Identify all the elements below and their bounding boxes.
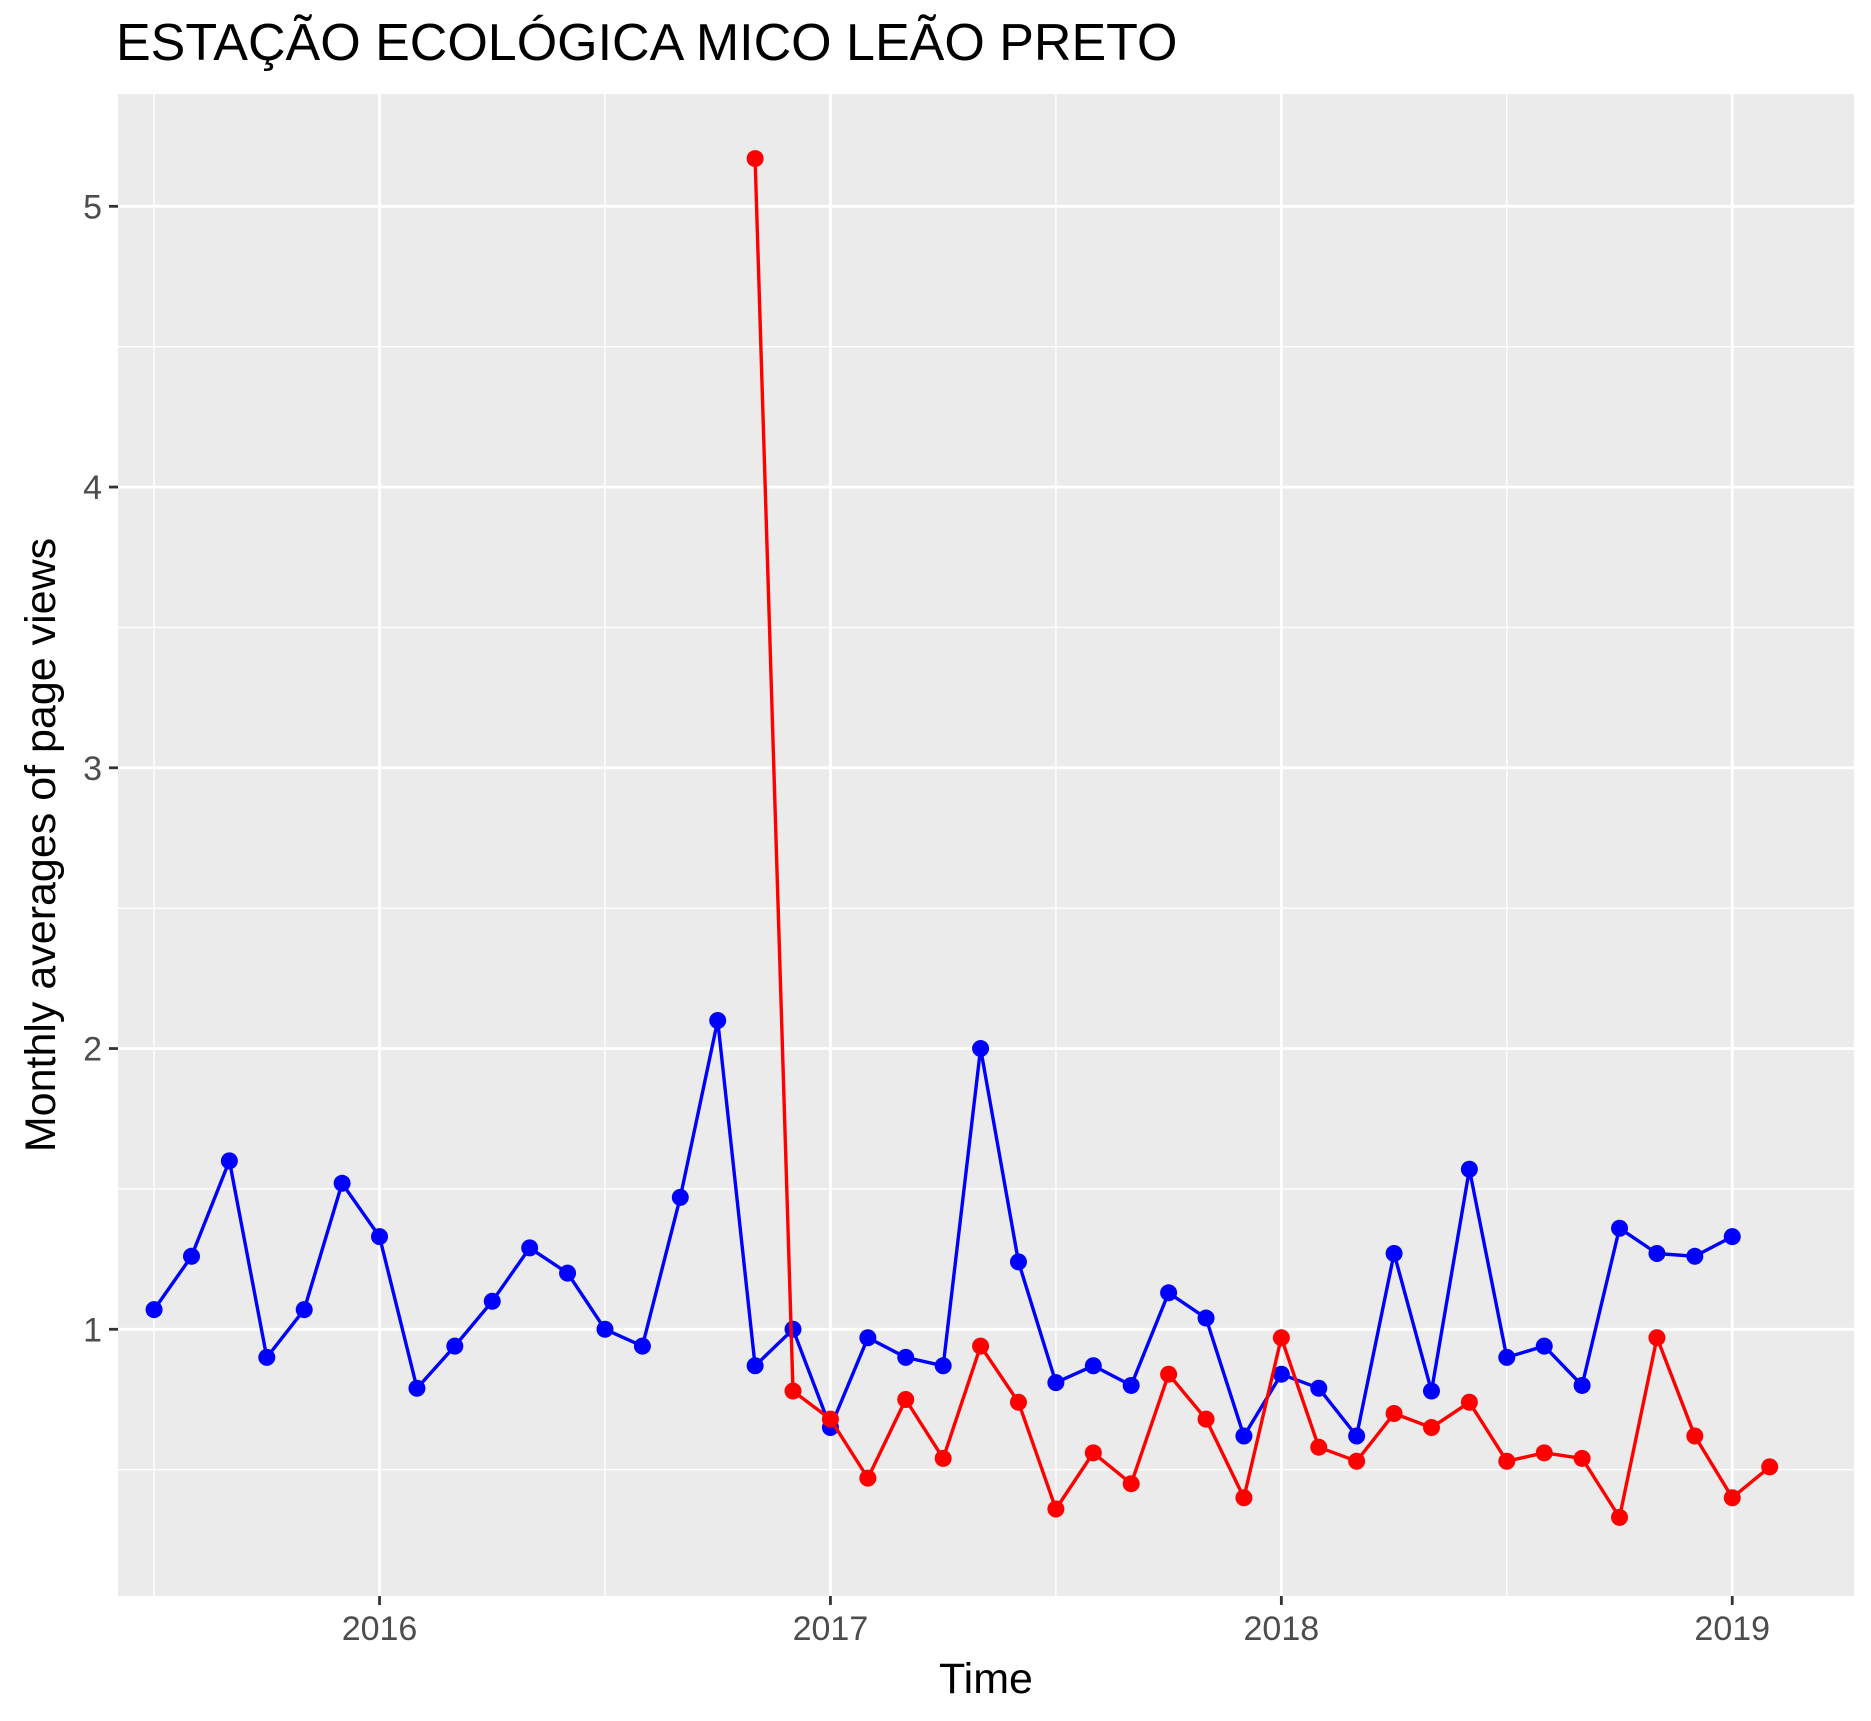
data-point xyxy=(1084,1357,1102,1375)
data-point xyxy=(1348,1427,1366,1445)
data-point xyxy=(1535,1444,1553,1462)
data-point xyxy=(1573,1376,1591,1394)
data-point xyxy=(671,1188,689,1206)
data-point xyxy=(784,1382,802,1400)
chart-title: ESTAÇÃO ECOLÓGICA MICO LEÃO PRETO xyxy=(116,14,1177,72)
data-point xyxy=(1611,1219,1629,1237)
data-point xyxy=(1686,1427,1704,1445)
data-point xyxy=(633,1337,651,1355)
data-point xyxy=(1385,1405,1403,1423)
data-point xyxy=(709,1011,727,1029)
x-axis: 2016 2017 2018 2019 xyxy=(342,1596,1770,1648)
data-point xyxy=(746,150,764,168)
y-tick-label: 1 xyxy=(83,1311,102,1349)
y-axis-title: Monthly averages of page views xyxy=(17,538,65,1152)
data-point xyxy=(1272,1365,1290,1383)
y-axis: 1 2 3 4 5 xyxy=(83,188,118,1349)
data-point xyxy=(1648,1329,1666,1347)
data-point xyxy=(972,1040,990,1058)
series-2 xyxy=(746,150,1779,1526)
data-point xyxy=(1348,1452,1366,1470)
data-point xyxy=(1498,1348,1516,1366)
data-point xyxy=(821,1410,839,1428)
data-point xyxy=(1009,1393,1027,1411)
data-point xyxy=(559,1264,577,1282)
data-point xyxy=(1047,1500,1065,1518)
data-point xyxy=(1235,1489,1253,1507)
data-point xyxy=(1310,1379,1328,1397)
series-1 xyxy=(145,1011,1741,1445)
data-point xyxy=(182,1247,200,1265)
data-point xyxy=(258,1348,276,1366)
data-point xyxy=(1422,1382,1440,1400)
data-point xyxy=(1047,1374,1065,1392)
data-point xyxy=(446,1337,464,1355)
data-point xyxy=(1422,1419,1440,1437)
data-point xyxy=(333,1174,351,1192)
data-point xyxy=(1611,1508,1629,1526)
data-point xyxy=(596,1320,614,1338)
data-point xyxy=(1310,1438,1328,1456)
data-point xyxy=(934,1357,952,1375)
data-point xyxy=(1535,1337,1553,1355)
data-point xyxy=(521,1239,539,1257)
data-point xyxy=(1122,1376,1140,1394)
data-point xyxy=(295,1301,313,1319)
series-line xyxy=(753,158,1771,1520)
data-point xyxy=(897,1390,915,1408)
data-point xyxy=(1272,1329,1290,1347)
minor-gridlines xyxy=(118,94,1854,1596)
y-tick-label: 2 xyxy=(83,1031,102,1069)
data-point xyxy=(1498,1452,1516,1470)
data-point xyxy=(934,1449,952,1467)
data-point xyxy=(859,1469,877,1487)
data-point xyxy=(1160,1365,1178,1383)
data-point xyxy=(1122,1475,1140,1493)
data-point xyxy=(1197,1309,1215,1327)
data-point xyxy=(371,1228,389,1246)
y-tick-label: 4 xyxy=(83,469,102,507)
data-point xyxy=(220,1152,238,1170)
x-tick-label: 2018 xyxy=(1244,1610,1320,1648)
data-point xyxy=(972,1337,990,1355)
data-point xyxy=(1723,1228,1741,1246)
data-point xyxy=(1723,1489,1741,1507)
x-tick-label: 2016 xyxy=(342,1610,418,1648)
data-point xyxy=(1573,1449,1591,1467)
series-layer xyxy=(145,150,1779,1526)
data-point xyxy=(1686,1247,1704,1265)
x-axis-title: Time xyxy=(939,1655,1033,1703)
data-point xyxy=(784,1320,802,1338)
data-point xyxy=(1460,1393,1478,1411)
data-point xyxy=(1235,1427,1253,1445)
data-point xyxy=(483,1292,501,1310)
data-point xyxy=(1009,1253,1027,1271)
x-tick-label: 2017 xyxy=(793,1610,869,1648)
data-point xyxy=(1460,1160,1478,1178)
data-point xyxy=(1648,1244,1666,1262)
data-point xyxy=(1385,1244,1403,1262)
x-tick-label: 2019 xyxy=(1694,1610,1770,1648)
y-tick-label: 3 xyxy=(83,750,102,788)
data-point xyxy=(746,1357,764,1375)
data-point xyxy=(1197,1410,1215,1428)
data-point xyxy=(1084,1444,1102,1462)
data-point xyxy=(1761,1458,1779,1476)
data-point xyxy=(897,1348,915,1366)
data-point xyxy=(145,1301,163,1319)
data-point xyxy=(1160,1284,1178,1302)
data-point xyxy=(859,1329,877,1347)
data-point xyxy=(408,1379,426,1397)
y-tick-label: 5 xyxy=(83,188,102,226)
